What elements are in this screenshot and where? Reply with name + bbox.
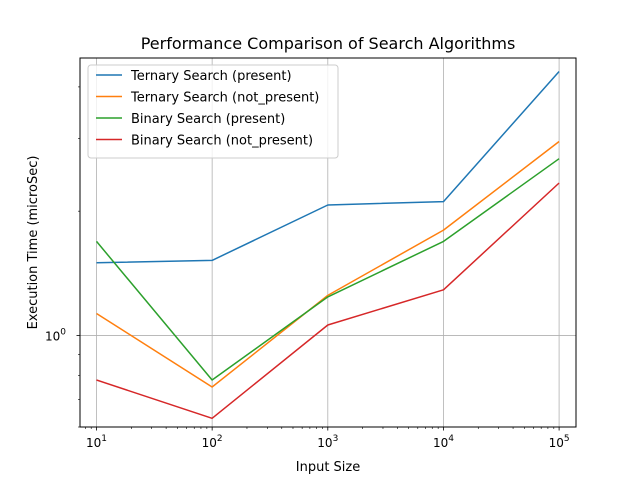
series-line-4 bbox=[96, 182, 560, 420]
legend-label: Binary Search (not_present) bbox=[131, 134, 313, 149]
legend: Ternary Search (present) Ternary Search (… bbox=[87, 64, 339, 159]
legend-label: Ternary Search (present) bbox=[130, 69, 292, 84]
series-line-1 bbox=[96, 71, 560, 264]
y-tick-label: 100 bbox=[45, 327, 66, 343]
x-axis-ticks: 101 102 103 104 105 bbox=[84, 427, 570, 450]
legend-label: Ternary Search (not_present) bbox=[130, 91, 319, 106]
x-tick-label: 103 bbox=[317, 434, 338, 450]
series-line-2 bbox=[96, 140, 560, 388]
series-lines bbox=[95, 71, 560, 420]
x-tick-label: 105 bbox=[549, 434, 570, 450]
x-tick-label: 101 bbox=[86, 434, 107, 450]
y-axis-label: Execution Time (microSec) bbox=[26, 156, 41, 330]
legend-box bbox=[87, 64, 339, 159]
series-line-3 bbox=[95, 158, 560, 381]
x-tick-label: 102 bbox=[202, 434, 223, 450]
x-axis-label: Input Size bbox=[296, 460, 360, 475]
legend-label: Binary Search (present) bbox=[131, 112, 285, 127]
chart-title: Performance Comparison of Search Algorit… bbox=[141, 34, 516, 53]
y-axis-ticks: 100 bbox=[45, 86, 80, 428]
x-tick-label: 104 bbox=[433, 434, 454, 450]
